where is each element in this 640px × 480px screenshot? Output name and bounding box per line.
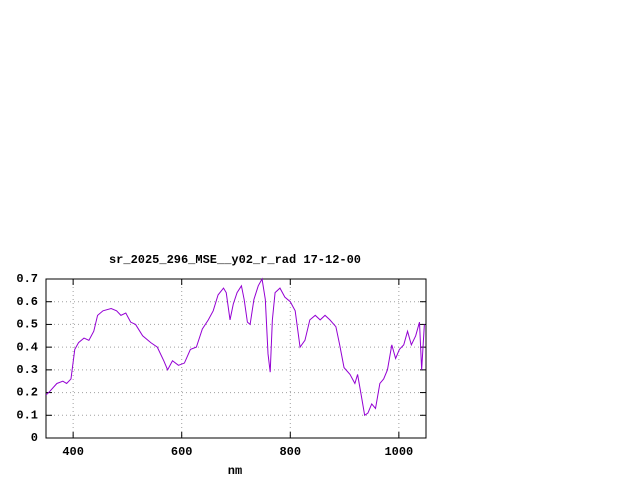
data-line	[45, 277, 425, 417]
y-tick-label: 0.6	[16, 295, 38, 309]
y-tick-label: 0.1	[16, 408, 38, 422]
y-tick-label: 0.5	[16, 318, 38, 332]
chart-title: sr_2025_296_MSE__y02_r_rad 17-12-00	[109, 253, 361, 267]
plot-frame	[45, 278, 427, 439]
x-axis-label: nm	[228, 464, 242, 478]
y-tick-label: 0.2	[16, 386, 38, 400]
y-tick-label: 0	[31, 431, 38, 445]
x-tick-label: 1000	[384, 445, 413, 459]
x-tick-label: 600	[171, 445, 193, 459]
x-tick-label: 800	[279, 445, 301, 459]
y-tick-label: 0.7	[16, 272, 38, 286]
y-tick-label: 0.4	[16, 340, 38, 354]
x-tick-label: 400	[62, 445, 84, 459]
y-tick-label: 0.3	[16, 363, 38, 377]
